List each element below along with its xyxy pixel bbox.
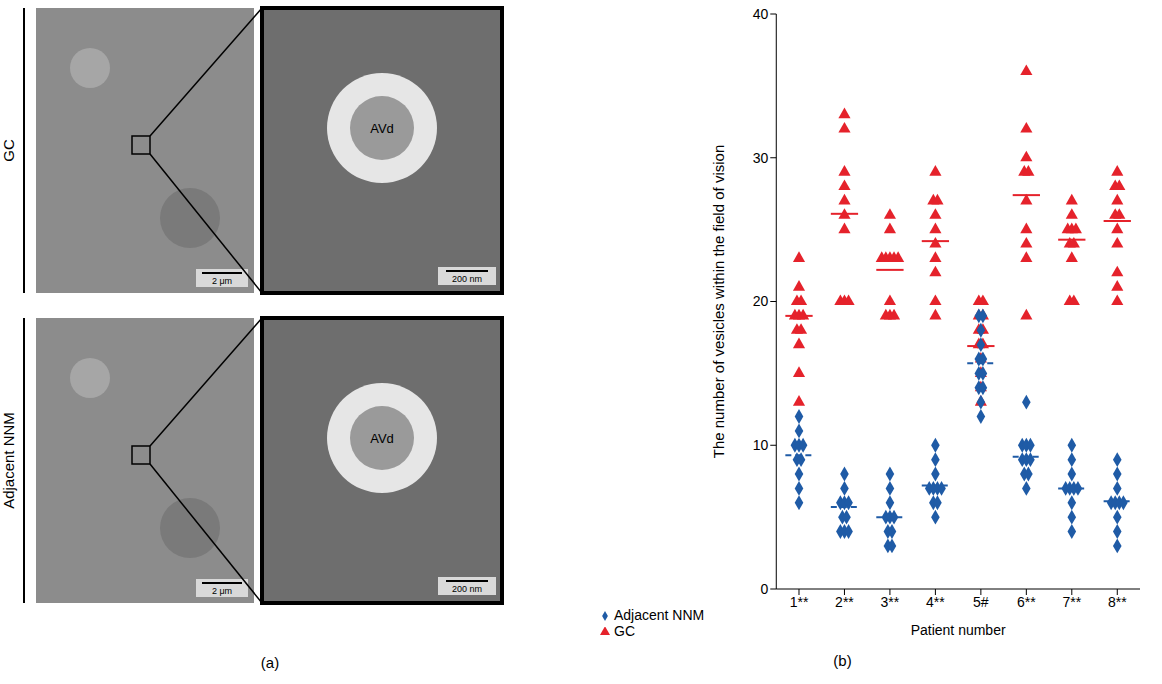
svg-text:2**: 2** [835,594,854,610]
svg-text:1**: 1** [790,594,809,610]
svg-text:10: 10 [753,437,769,453]
svg-text:2 μm: 2 μm [212,276,232,286]
svg-text:40: 40 [753,6,769,22]
html-text:(b): (b) [833,652,852,669]
svg-text:5#: 5# [973,594,989,610]
svg-text:(a): (a) [261,654,279,671]
svg-text:200 nm: 200 nm [452,584,482,594]
html-text:Adjacent NNM: Adjacent NNM [614,607,705,623]
svg-text:4**: 4** [926,594,945,610]
svg-text:Patient number: Patient number [911,622,1006,638]
svg-text:3**: 3** [881,594,900,610]
svg-text:AVd: AVd [370,431,394,446]
svg-text:20: 20 [753,293,769,309]
svg-text:0: 0 [760,581,768,597]
svg-text:8**: 8** [1108,594,1127,610]
svg-text:6**: 6** [1017,594,1036,610]
svg-text:AVd: AVd [370,121,394,136]
svg-text:7**: 7** [1062,594,1081,610]
svg-text:2 μm: 2 μm [212,586,232,596]
svg-text:The number of vesicles within: The number of vesicles within the field … [710,145,727,458]
svg-text:Adjacent NNM: Adjacent NNM [0,412,17,509]
svg-text:30: 30 [753,150,769,166]
svg-text:GC: GC [0,139,17,162]
svg-text:200 nm: 200 nm [452,274,482,284]
html-text:GC: GC [614,623,635,639]
